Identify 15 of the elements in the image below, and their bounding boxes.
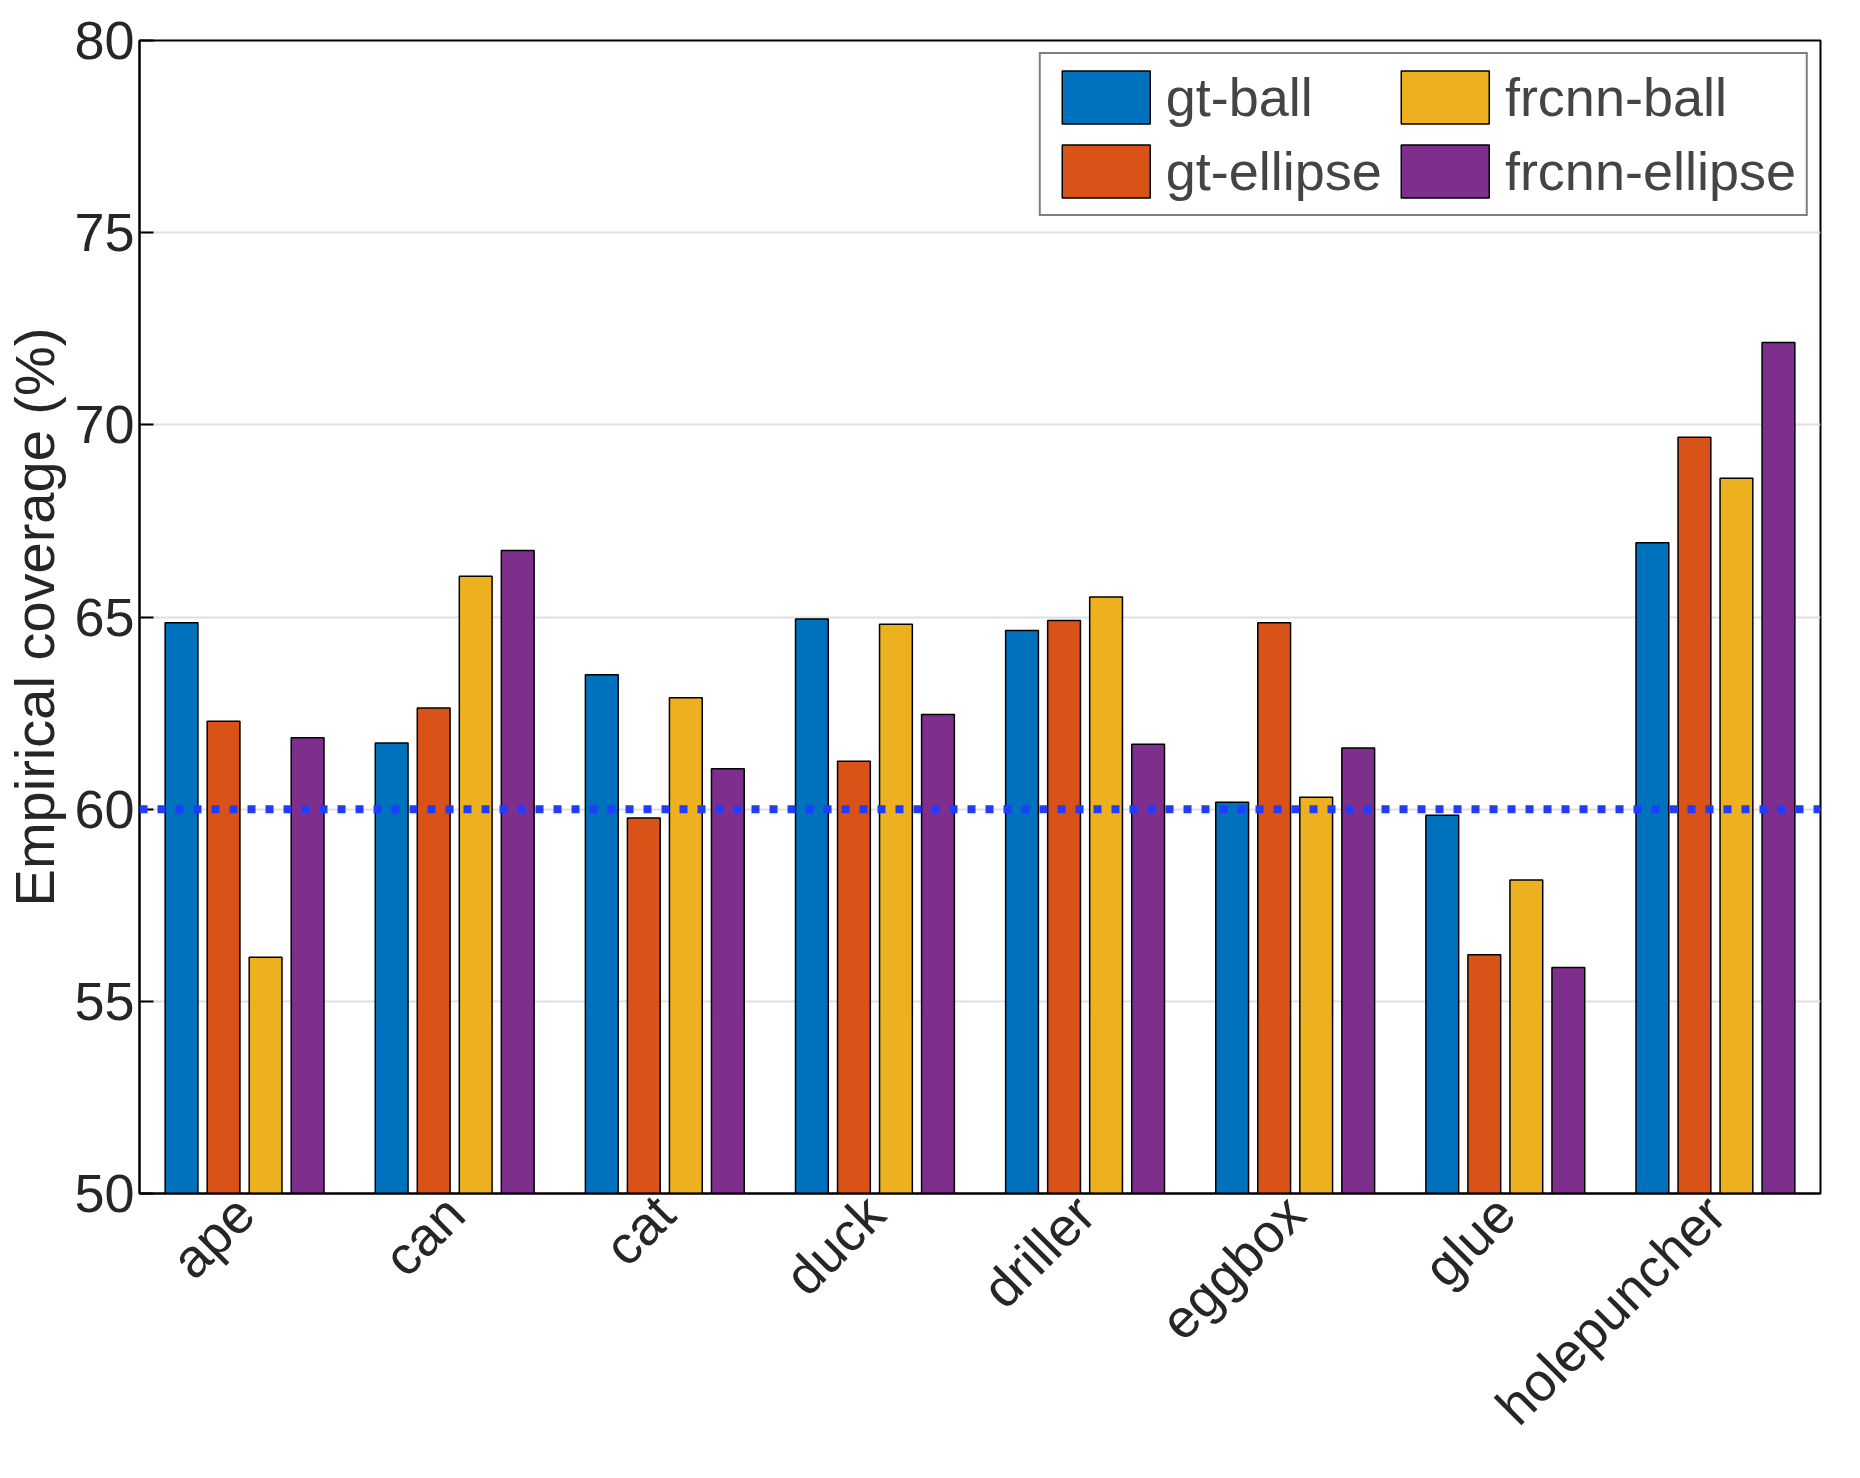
y-tick-label: 70 xyxy=(74,394,135,455)
y-axis-title: Empirical coverage (%) xyxy=(3,327,67,907)
x-tick-label: can xyxy=(371,1183,476,1288)
legend-label: gt-ellipse xyxy=(1165,140,1382,203)
x-tick-label: ape xyxy=(159,1183,266,1290)
y-tick-label: 80 xyxy=(74,10,135,70)
legend-label: gt-ball xyxy=(1165,66,1313,129)
y-tick-label: 50 xyxy=(74,1163,135,1223)
y-tick-label: 60 xyxy=(74,778,135,839)
legend-label: frcnn-ellipse xyxy=(1504,140,1796,203)
y-tick-label: 55 xyxy=(74,970,135,1031)
y-tick-label: 65 xyxy=(74,586,135,647)
y-tick-label: 75 xyxy=(74,202,135,263)
x-tick-label: cat xyxy=(592,1183,687,1277)
legend-label: frcnn-ball xyxy=(1504,66,1727,129)
